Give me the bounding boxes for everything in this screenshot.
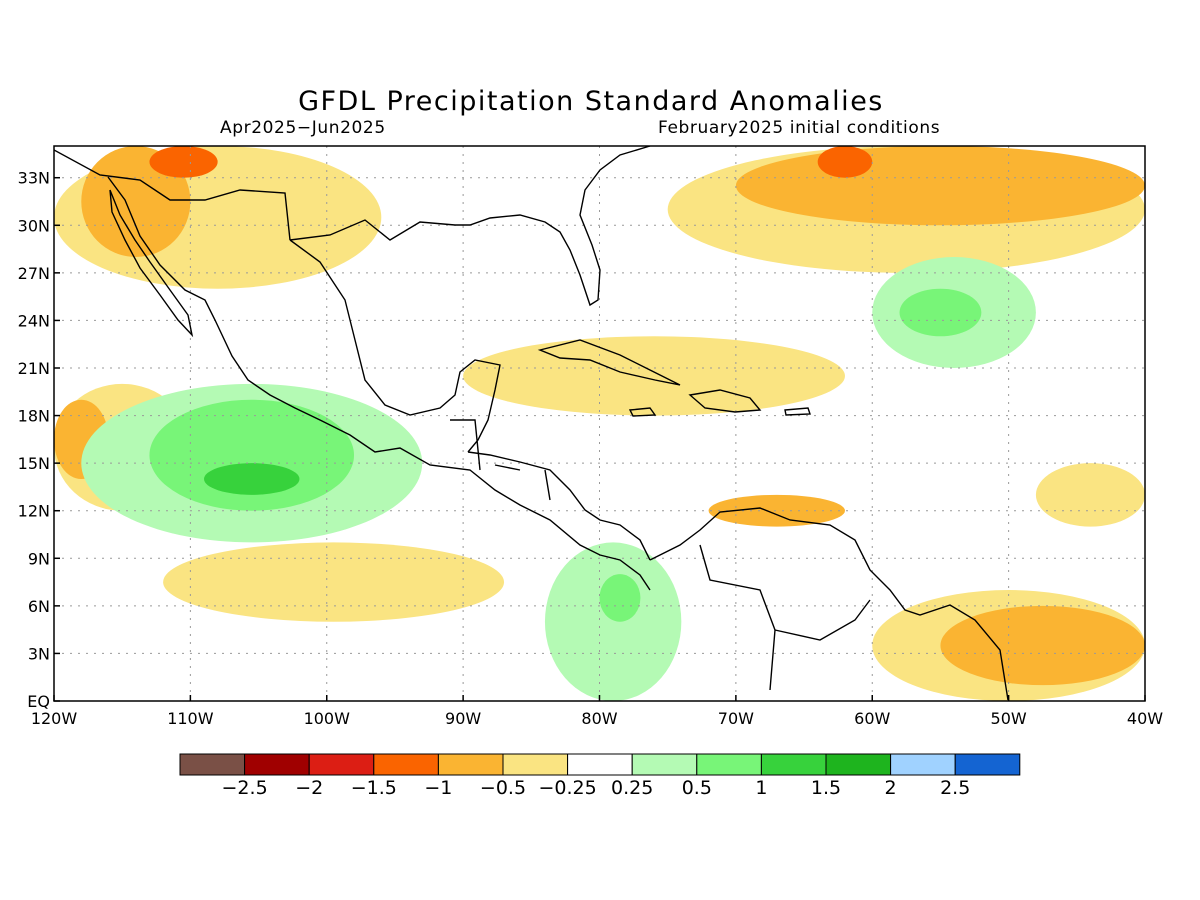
colorbar-label: 2.5 [940,777,970,799]
y-tick-label: 15N [18,454,50,473]
anomaly-region-6 [817,146,873,178]
y-tick-label: 6N [28,597,50,616]
y-tick-label: 9N [28,549,50,568]
colorbar-swatch [567,753,633,776]
y-tick-label: 33N [18,169,50,188]
anomaly-region-16 [163,542,505,622]
colorbar-label: 1 [755,777,767,799]
forecast-period: Apr2025−Jun2025 [220,118,386,138]
y-tick-label: 21N [18,359,50,378]
colorbar-swatch [437,753,504,776]
x-tick-label: 70W [718,709,754,728]
colorbar-label: −1.5 [351,777,397,799]
initial-conditions-label: February2025 initial conditions [658,118,941,138]
x-tick-label: 120W [31,709,78,728]
colorbar-label: 1.5 [811,777,841,799]
coastline-puerto-rico [784,407,811,416]
colorbar-label: 0.5 [682,777,712,799]
anomaly-region-15 [899,288,982,337]
coastline-hispaniola [688,389,762,413]
colorbar-swatch [760,753,827,776]
colorbar-swatch [308,753,375,776]
coastline-jamaica [628,407,657,417]
anomaly-regions [54,146,1145,701]
x-tick-label: 110W [167,709,214,728]
anomaly-region-13 [599,574,641,622]
anomaly-region-18 [708,494,845,527]
x-tick-label: 60W [854,709,890,728]
colorbar-swatch [825,753,892,776]
colorbar-swatch [954,753,1021,776]
x-tick-label: 40W [1127,709,1163,728]
y-tick-label: 12N [18,502,50,521]
coastline-baja [109,189,194,338]
y-tick-label: 3N [28,644,50,663]
x-tick-label: 80W [581,709,617,728]
coastline-gulf-north [289,146,651,307]
anomaly-region-20 [940,605,1145,686]
colorbar-label: 2 [885,777,897,799]
border-venezuela-colombia [699,544,871,691]
colorbar-swatch [631,753,698,776]
colorbar-label: −2 [295,777,323,799]
anomaly-region-3 [149,146,218,178]
colorbar-label: −0.25 [538,777,596,799]
coastline-gulf-of-mexico [289,239,501,453]
x-tick-label: 100W [304,709,351,728]
colorbar-label: 0.25 [611,777,653,799]
coastline-south-america [649,507,1009,701]
y-tick-label: 27N [18,264,50,283]
anomaly-region-17 [463,336,845,416]
grid-lines [54,146,1145,701]
longitude-ticks: 120W 110W 100W 90W 80W 70W 60W 50W 40W [31,695,1163,728]
y-tick-label: EQ [27,692,50,711]
x-tick-label: 50W [991,709,1027,728]
colorbar-swatch [502,753,569,776]
colorbar-swatch [696,753,762,776]
y-tick-label: 24N [18,311,50,330]
coastline-mexico-pacific [107,176,651,591]
colorbar-swatch [244,753,310,776]
border-us-mexico [54,149,291,241]
y-tick-label: 30N [18,216,50,235]
x-tick-label: 90W [445,709,481,728]
y-tick-label: 18N [18,407,50,426]
colorbar: −2.5 −2 −1.5 −1 −0.5 −0.25 0.25 0.5 1 1.5 2 2.5 [179,753,1021,799]
coastlines [54,146,1009,701]
anomaly-region-10 [149,399,355,511]
colorbar-label: −1 [424,777,452,799]
anomaly-region-12 [544,542,682,701]
colorbar-swatch [179,753,246,776]
latitude-ticks: EQ 3N 6N 9N 12N 15N 18N 21N 24N 27N 30N 33N [18,169,60,711]
coastline-cuba [537,339,681,386]
colorbar-swatch [373,753,439,776]
coastline-central-america [467,451,651,561]
border-central-america [450,419,551,501]
anomaly-region-11 [204,463,300,495]
anomaly-region-5 [735,146,1145,226]
colorbar-swatch [890,753,956,776]
colorbar-label: −2.5 [222,777,268,799]
colorbar-label: −0.5 [480,777,526,799]
map-title: GFDL Precipitation Standard Anomalies [298,86,884,117]
anomaly-region-21 [1035,463,1145,527]
